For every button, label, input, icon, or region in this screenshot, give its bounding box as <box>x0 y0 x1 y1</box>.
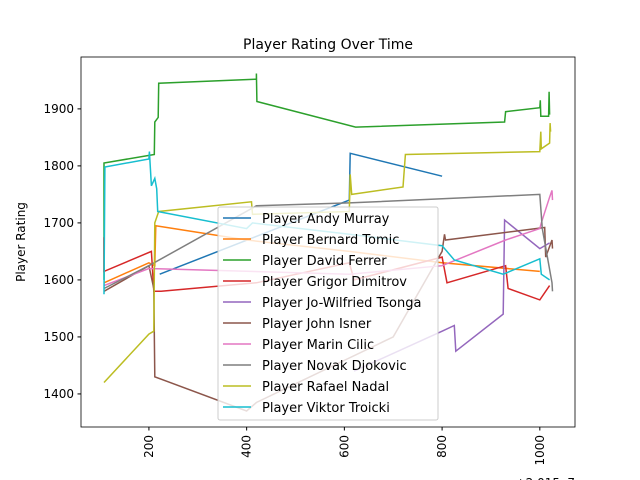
x-tick-label: 1000 <box>533 435 547 466</box>
x-tick-label: 400 <box>240 435 254 458</box>
legend-label: Player Novak Djokovic <box>262 359 407 374</box>
legend-label: Player John Isner <box>262 317 372 332</box>
chart-title: Player Rating Over Time <box>243 37 413 53</box>
legend-box <box>217 206 439 421</box>
legend-label: Player David Ferrer <box>262 254 387 269</box>
series-line <box>353 218 550 372</box>
y-tick-label: 1400 <box>43 387 74 401</box>
legend-label: Player Marin Cilic <box>262 338 374 353</box>
legend-label: Player Viktor Troicki <box>262 401 390 416</box>
x-offset-label: +2.015e7 <box>516 476 575 480</box>
legend-label: Player Andy Murray <box>262 212 390 227</box>
y-tick-label: 1800 <box>43 159 74 173</box>
y-tick-label: 1900 <box>43 102 74 116</box>
series-line <box>103 193 554 292</box>
x-tick-label: 200 <box>142 435 156 458</box>
legend-label: Player Jo-Wilfried Tsonga <box>262 296 421 311</box>
x-tick-label: 800 <box>435 435 449 458</box>
legend-label: Player Grigor Dimitrov <box>262 275 407 290</box>
y-tick-label: 1500 <box>43 330 74 344</box>
series-line <box>103 123 552 384</box>
plot-frame <box>80 56 576 428</box>
legend-label: Player Bernard Tomic <box>262 233 399 248</box>
y-tick-label: 1700 <box>43 216 74 230</box>
legend-label: Player Rafael Nadal <box>262 380 389 395</box>
y-axis-label: Player Rating <box>14 202 28 282</box>
y-tick-label: 1600 <box>43 273 74 287</box>
x-tick-label: 600 <box>337 435 351 458</box>
series-line <box>103 73 551 280</box>
